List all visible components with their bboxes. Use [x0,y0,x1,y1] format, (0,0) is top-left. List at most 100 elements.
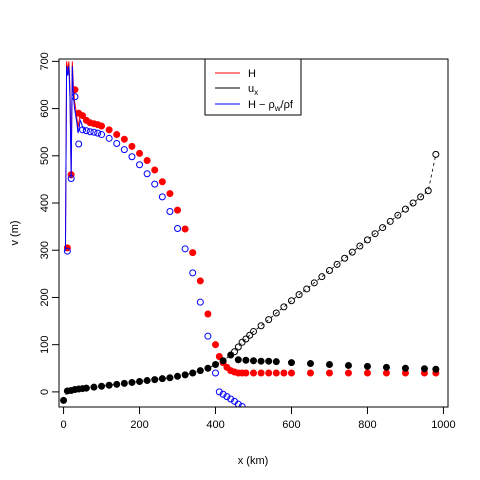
legend: H ux H − ρw/ρf [204,58,302,116]
data-point [98,382,106,390]
data-point [344,369,352,377]
series-1 [60,150,440,404]
legend-box [204,58,302,116]
data-point [75,140,83,148]
data-point [257,322,265,330]
data-point [196,367,204,375]
legend-label-ux-sub: x [254,88,258,97]
data-point [394,211,402,219]
data-point [128,142,136,150]
data-point [189,249,197,257]
data-point [272,309,280,317]
data-point [432,150,440,158]
y-tick-label: 700 [39,52,51,70]
y-tick-label: 0 [39,389,51,395]
x-tick-label: 800 [358,419,376,431]
data-point [287,297,295,305]
data-point [341,254,349,262]
data-point [333,260,341,268]
data-point [120,379,128,387]
series-group [60,61,440,407]
data-point [174,372,182,380]
data-point [356,242,364,250]
data-point [136,378,144,386]
data-point [303,285,311,293]
data-point [86,128,94,136]
data-point [287,369,295,377]
data-point [166,208,174,216]
data-point [204,332,212,340]
legend-label-ux-main: u [248,83,254,95]
data-point [231,348,239,356]
data-point [265,369,273,377]
data-point [204,364,212,372]
series-line [64,66,86,252]
data-point [363,369,371,377]
data-point [204,310,212,318]
y-tick-label: 500 [39,147,51,165]
data-point [325,361,333,369]
data-point [287,359,295,367]
data-point [325,267,333,275]
x-tick-label: 0 [60,419,66,431]
data-point [212,341,220,349]
y-tick-label: 300 [39,241,51,259]
data-point [417,193,425,201]
data-point [189,369,197,377]
data-point [90,128,98,136]
data-point [63,247,71,255]
data-point [363,236,371,244]
data-point [113,140,121,148]
data-point [90,383,98,391]
data-point [166,190,174,198]
data-marks [60,61,440,407]
data-point [82,384,90,392]
data-point [272,369,280,377]
data-point [174,225,182,233]
data-point [242,356,250,364]
data-point [250,357,257,365]
data-point [371,230,379,238]
data-point [105,126,113,134]
data-point [409,199,417,207]
data-point [113,131,121,139]
y-tick-label: 100 [39,335,51,353]
data-point [386,217,394,225]
data-point [344,361,352,369]
data-point [272,358,280,366]
series-3 [63,66,246,407]
legend-label-buoyancy-suffix: /ρf [281,99,294,111]
data-point [136,149,144,157]
data-point [420,365,428,373]
data-point [212,369,220,377]
data-point [265,357,273,365]
x-tick-label: 200 [130,419,148,431]
data-point [113,380,121,388]
data-point [151,180,159,188]
data-point [424,187,432,195]
data-point [151,376,159,384]
data-point [94,129,102,137]
legend-label-buoyancy: H − ρw/ρf [248,99,294,113]
data-point [181,371,189,379]
data-point [325,369,333,377]
data-point [158,375,166,383]
legend-label-h: H [248,68,256,80]
y-axis-title: v (m) [9,220,21,245]
data-point [382,363,390,371]
data-point [174,206,182,214]
data-point [189,269,197,277]
data-point [242,335,250,343]
data-point [219,390,227,398]
data-point [246,331,254,339]
data-point [143,170,151,178]
data-point [79,126,87,134]
data-point [280,303,288,311]
data-point [71,93,79,101]
data-point [120,146,128,154]
series-0 [63,61,440,377]
data-point [250,369,257,377]
data-point [128,378,136,386]
